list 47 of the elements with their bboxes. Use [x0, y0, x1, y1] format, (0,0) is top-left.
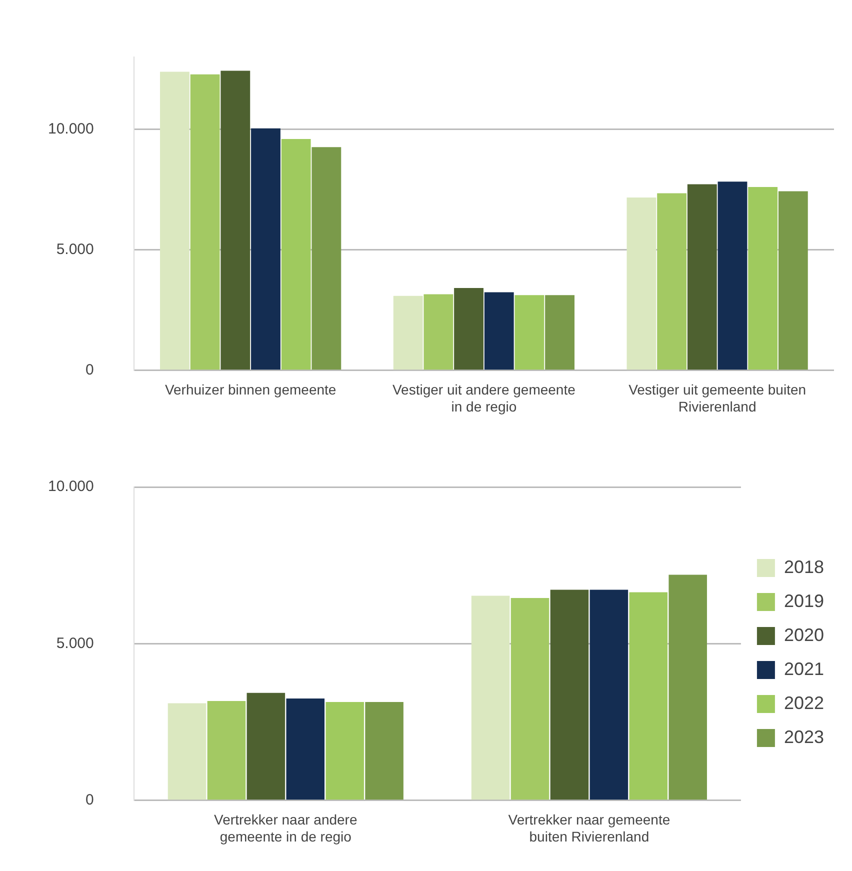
- bar: [550, 590, 589, 800]
- bar: [312, 147, 342, 370]
- bar: [190, 74, 220, 370]
- bar: [668, 574, 707, 800]
- bar: [590, 590, 628, 800]
- y-tick-label: 5.000: [56, 241, 94, 258]
- bar: [510, 598, 550, 800]
- bar: [484, 292, 514, 370]
- bar: [545, 295, 574, 370]
- y-tick-label: 0: [86, 362, 94, 379]
- y-tick-label: 5.000: [56, 634, 94, 652]
- bar: [326, 702, 364, 800]
- legend-label: 2020: [784, 624, 824, 645]
- bar: [220, 70, 250, 370]
- x-tick-label: Vertrekker naar andere gemeente in de regio: [214, 812, 358, 844]
- bar: [657, 193, 687, 370]
- legend-label: 2018: [784, 556, 824, 577]
- bar: [160, 72, 190, 370]
- bar: [748, 186, 778, 370]
- y-tick-label: 0: [86, 792, 94, 809]
- bar: [251, 128, 280, 370]
- bar: [168, 703, 206, 800]
- bar: [424, 294, 454, 370]
- y-tick-label: 10.000: [48, 120, 94, 138]
- bar: [778, 191, 808, 370]
- bar: [629, 592, 668, 800]
- bar: [393, 296, 423, 370]
- x-tick-label: Vertrekker naar gemeente buiten Rivierenland: [508, 812, 670, 844]
- bar: [454, 288, 484, 370]
- legend-label: 2022: [784, 692, 824, 713]
- bar: [207, 701, 246, 800]
- bar: [718, 182, 748, 370]
- bar: [687, 184, 717, 370]
- bar: [281, 138, 311, 370]
- bar: [286, 698, 325, 800]
- legend-label: 2021: [784, 658, 824, 679]
- bar: [365, 702, 404, 800]
- x-tick-label: Vestiger uit gemeente buiten Rivierenland: [628, 382, 806, 414]
- x-tick-label: Verhuizer binnen gemeente: [164, 382, 336, 398]
- bar: [626, 198, 656, 370]
- y-tick-label: 10.000: [48, 478, 94, 496]
- legend-label: 2023: [784, 726, 824, 747]
- legend-label: 2019: [784, 590, 824, 611]
- bar: [246, 692, 286, 800]
- x-tick-label: Vestiger uit andere gemeente in de regio: [392, 382, 576, 414]
- bar: [471, 596, 510, 800]
- bar: [514, 295, 544, 370]
